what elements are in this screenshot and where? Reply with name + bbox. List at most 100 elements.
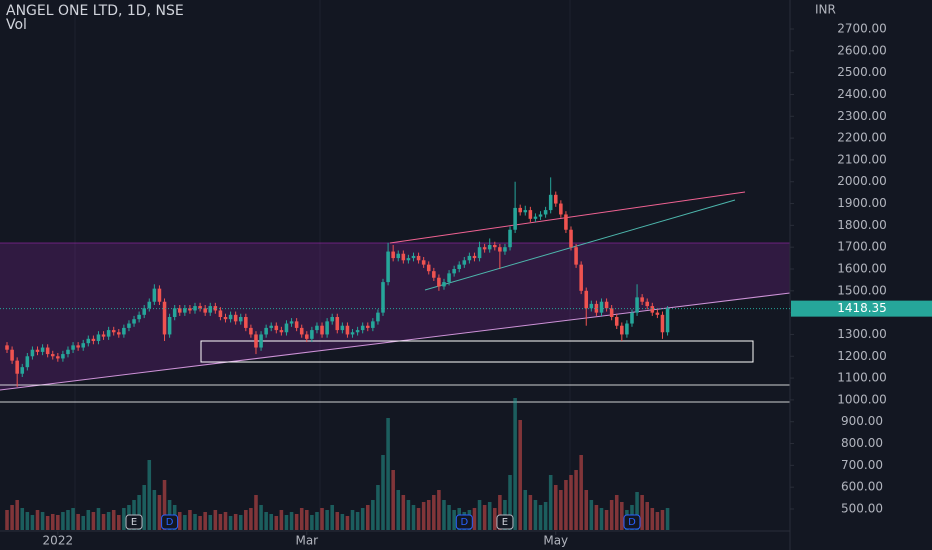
volume-bar [299, 508, 304, 530]
event-badge [623, 514, 641, 530]
volume-bar [274, 516, 279, 530]
last-price-label: 1418.35 [837, 301, 887, 315]
volume-bar [493, 508, 497, 530]
candle-body [162, 301, 167, 335]
candle-body [289, 321, 294, 324]
volume-bar [437, 490, 441, 530]
candle-body [401, 253, 406, 261]
y-tick-label: 1500.00 [837, 283, 887, 297]
y-tick-label: 2000.00 [837, 174, 887, 188]
candle-body [498, 247, 502, 252]
candle-body [614, 316, 619, 326]
candle-body [432, 271, 436, 278]
event-label: D [628, 517, 636, 528]
volume-bar [213, 510, 218, 530]
candle-body [604, 301, 609, 309]
volume-bar [86, 510, 91, 530]
candle-body [533, 216, 538, 219]
candle-body [284, 323, 289, 333]
y-tick-label: 1900.00 [837, 196, 887, 210]
candle-body [279, 330, 284, 333]
volume-bar [40, 512, 45, 530]
volume-bar [650, 508, 655, 530]
candle-body [320, 325, 324, 335]
candle-body [589, 303, 594, 309]
volume-bar [238, 515, 243, 530]
candle-body [462, 260, 467, 265]
volume-bar [218, 514, 223, 530]
candle-body [538, 214, 543, 217]
candle-body [335, 316, 340, 331]
candle-body [305, 334, 309, 339]
volume-bar [244, 510, 248, 530]
candle-body [40, 347, 45, 352]
candle-body [381, 282, 385, 313]
candle-body [508, 229, 512, 248]
volume-bar [228, 516, 233, 530]
candle-body [391, 251, 395, 259]
candle-body [147, 301, 152, 309]
volume-bar [310, 515, 314, 530]
y-tick-label: 1000.00 [837, 392, 887, 406]
candle-body [645, 301, 650, 307]
volume-bar [330, 505, 334, 530]
volume-bar [183, 515, 187, 530]
candle-body [56, 356, 60, 359]
volume-bar [635, 492, 639, 530]
candle-body [238, 316, 243, 322]
candle-body [365, 325, 370, 328]
volume-bar [15, 500, 19, 530]
candle-body [447, 273, 451, 283]
volume-bar [553, 485, 558, 530]
candle-body [101, 334, 106, 337]
volume-bar [655, 512, 660, 530]
volume-bar [432, 495, 436, 530]
y-tick-label: 500.00 [841, 501, 883, 515]
candle-body [157, 288, 162, 302]
volume-bar [528, 495, 533, 530]
candle-body [340, 325, 345, 331]
event-badge [125, 514, 143, 530]
candle-body [345, 325, 350, 335]
candle-body [467, 255, 472, 261]
volume-bar [645, 502, 650, 530]
candle-body [249, 327, 253, 335]
candle-body [15, 360, 19, 374]
candle-body [50, 354, 55, 357]
y-tick-label: 2600.00 [837, 43, 887, 57]
candle-body [223, 316, 228, 320]
candle-body [650, 306, 655, 313]
candle-body [330, 316, 334, 322]
y-tick-label: 1100.00 [837, 371, 887, 385]
volume-bar [599, 508, 604, 530]
candle-body [117, 332, 121, 335]
candle-body [482, 247, 487, 250]
candle-body [599, 301, 604, 313]
y-tick-label: 2500.00 [837, 65, 887, 79]
volume-bar [233, 514, 238, 530]
volume-bar [188, 510, 192, 530]
candle-body [503, 247, 507, 252]
volume-bar [35, 510, 40, 530]
candle-body [213, 306, 218, 311]
volume-bar [365, 505, 370, 530]
volume-bar [81, 516, 86, 530]
candle-body [355, 330, 360, 333]
volume-bar [223, 512, 228, 530]
volume-bar [45, 516, 50, 530]
candle-body [660, 314, 665, 333]
volume-bar [142, 485, 146, 530]
volume-bar [117, 515, 121, 530]
volume-bar [487, 502, 492, 530]
y-tick-label: 1300.00 [837, 327, 887, 341]
volume-bar [96, 508, 101, 530]
candle-body [91, 338, 96, 341]
volume-bar [665, 508, 670, 530]
volume-bar [452, 510, 456, 530]
candle-body [61, 354, 65, 359]
candle-body [584, 290, 589, 309]
candle-body [523, 210, 528, 213]
candle-body [640, 297, 644, 302]
